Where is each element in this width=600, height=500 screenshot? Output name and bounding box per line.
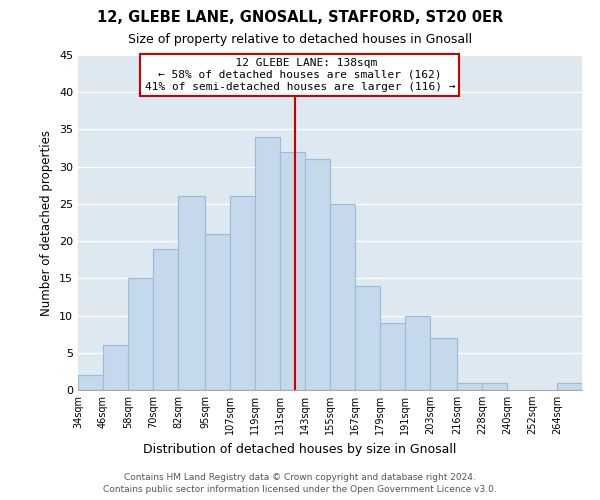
- Bar: [280, 152, 305, 390]
- Bar: [153, 248, 178, 390]
- Text: 12, GLEBE LANE, GNOSALL, STAFFORD, ST20 0ER: 12, GLEBE LANE, GNOSALL, STAFFORD, ST20 …: [97, 10, 503, 25]
- Y-axis label: Number of detached properties: Number of detached properties: [40, 130, 53, 316]
- Bar: [205, 234, 230, 390]
- Bar: [380, 323, 405, 390]
- Bar: [230, 196, 255, 390]
- Bar: [405, 316, 430, 390]
- Bar: [128, 278, 153, 390]
- Text: Size of property relative to detached houses in Gnosall: Size of property relative to detached ho…: [128, 32, 472, 46]
- Bar: [457, 382, 482, 390]
- Bar: [103, 346, 128, 390]
- Bar: [482, 382, 507, 390]
- Text: Distribution of detached houses by size in Gnosall: Distribution of detached houses by size …: [143, 442, 457, 456]
- Bar: [430, 338, 457, 390]
- Bar: [557, 382, 582, 390]
- Bar: [330, 204, 355, 390]
- Text: Contains HM Land Registry data © Crown copyright and database right 2024.: Contains HM Land Registry data © Crown c…: [124, 472, 476, 482]
- Bar: [255, 137, 280, 390]
- Bar: [305, 159, 330, 390]
- Text: 12 GLEBE LANE: 138sqm
← 58% of detached houses are smaller (162)
41% of semi-det: 12 GLEBE LANE: 138sqm ← 58% of detached …: [145, 58, 455, 92]
- Text: Contains public sector information licensed under the Open Government Licence v3: Contains public sector information licen…: [103, 485, 497, 494]
- Bar: [355, 286, 380, 390]
- Bar: [178, 196, 205, 390]
- Bar: [78, 375, 103, 390]
